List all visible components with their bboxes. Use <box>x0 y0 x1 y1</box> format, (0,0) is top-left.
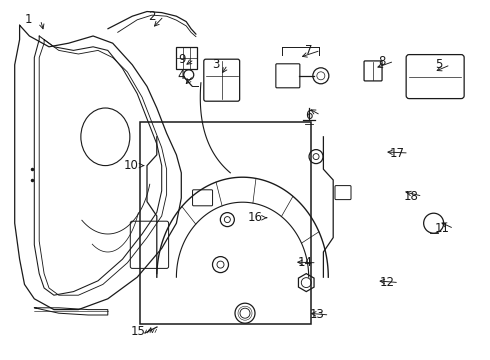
Text: 2: 2 <box>148 10 156 23</box>
Text: 18: 18 <box>403 190 418 203</box>
Text: 12: 12 <box>380 276 394 289</box>
Text: 16: 16 <box>247 211 262 224</box>
Text: 15: 15 <box>131 325 146 338</box>
Text: 1: 1 <box>24 13 32 26</box>
Bar <box>140 122 311 324</box>
Text: 4: 4 <box>177 69 185 82</box>
Text: 5: 5 <box>435 58 442 71</box>
Text: 14: 14 <box>297 256 312 269</box>
Text: 6: 6 <box>305 109 313 122</box>
Text: 3: 3 <box>212 58 220 71</box>
Text: 11: 11 <box>435 222 449 235</box>
Text: 7: 7 <box>305 44 313 57</box>
Text: 17: 17 <box>390 147 404 159</box>
Text: 10: 10 <box>124 159 139 172</box>
Text: 13: 13 <box>310 309 325 321</box>
Text: 8: 8 <box>378 55 386 68</box>
Text: 9: 9 <box>178 53 186 66</box>
